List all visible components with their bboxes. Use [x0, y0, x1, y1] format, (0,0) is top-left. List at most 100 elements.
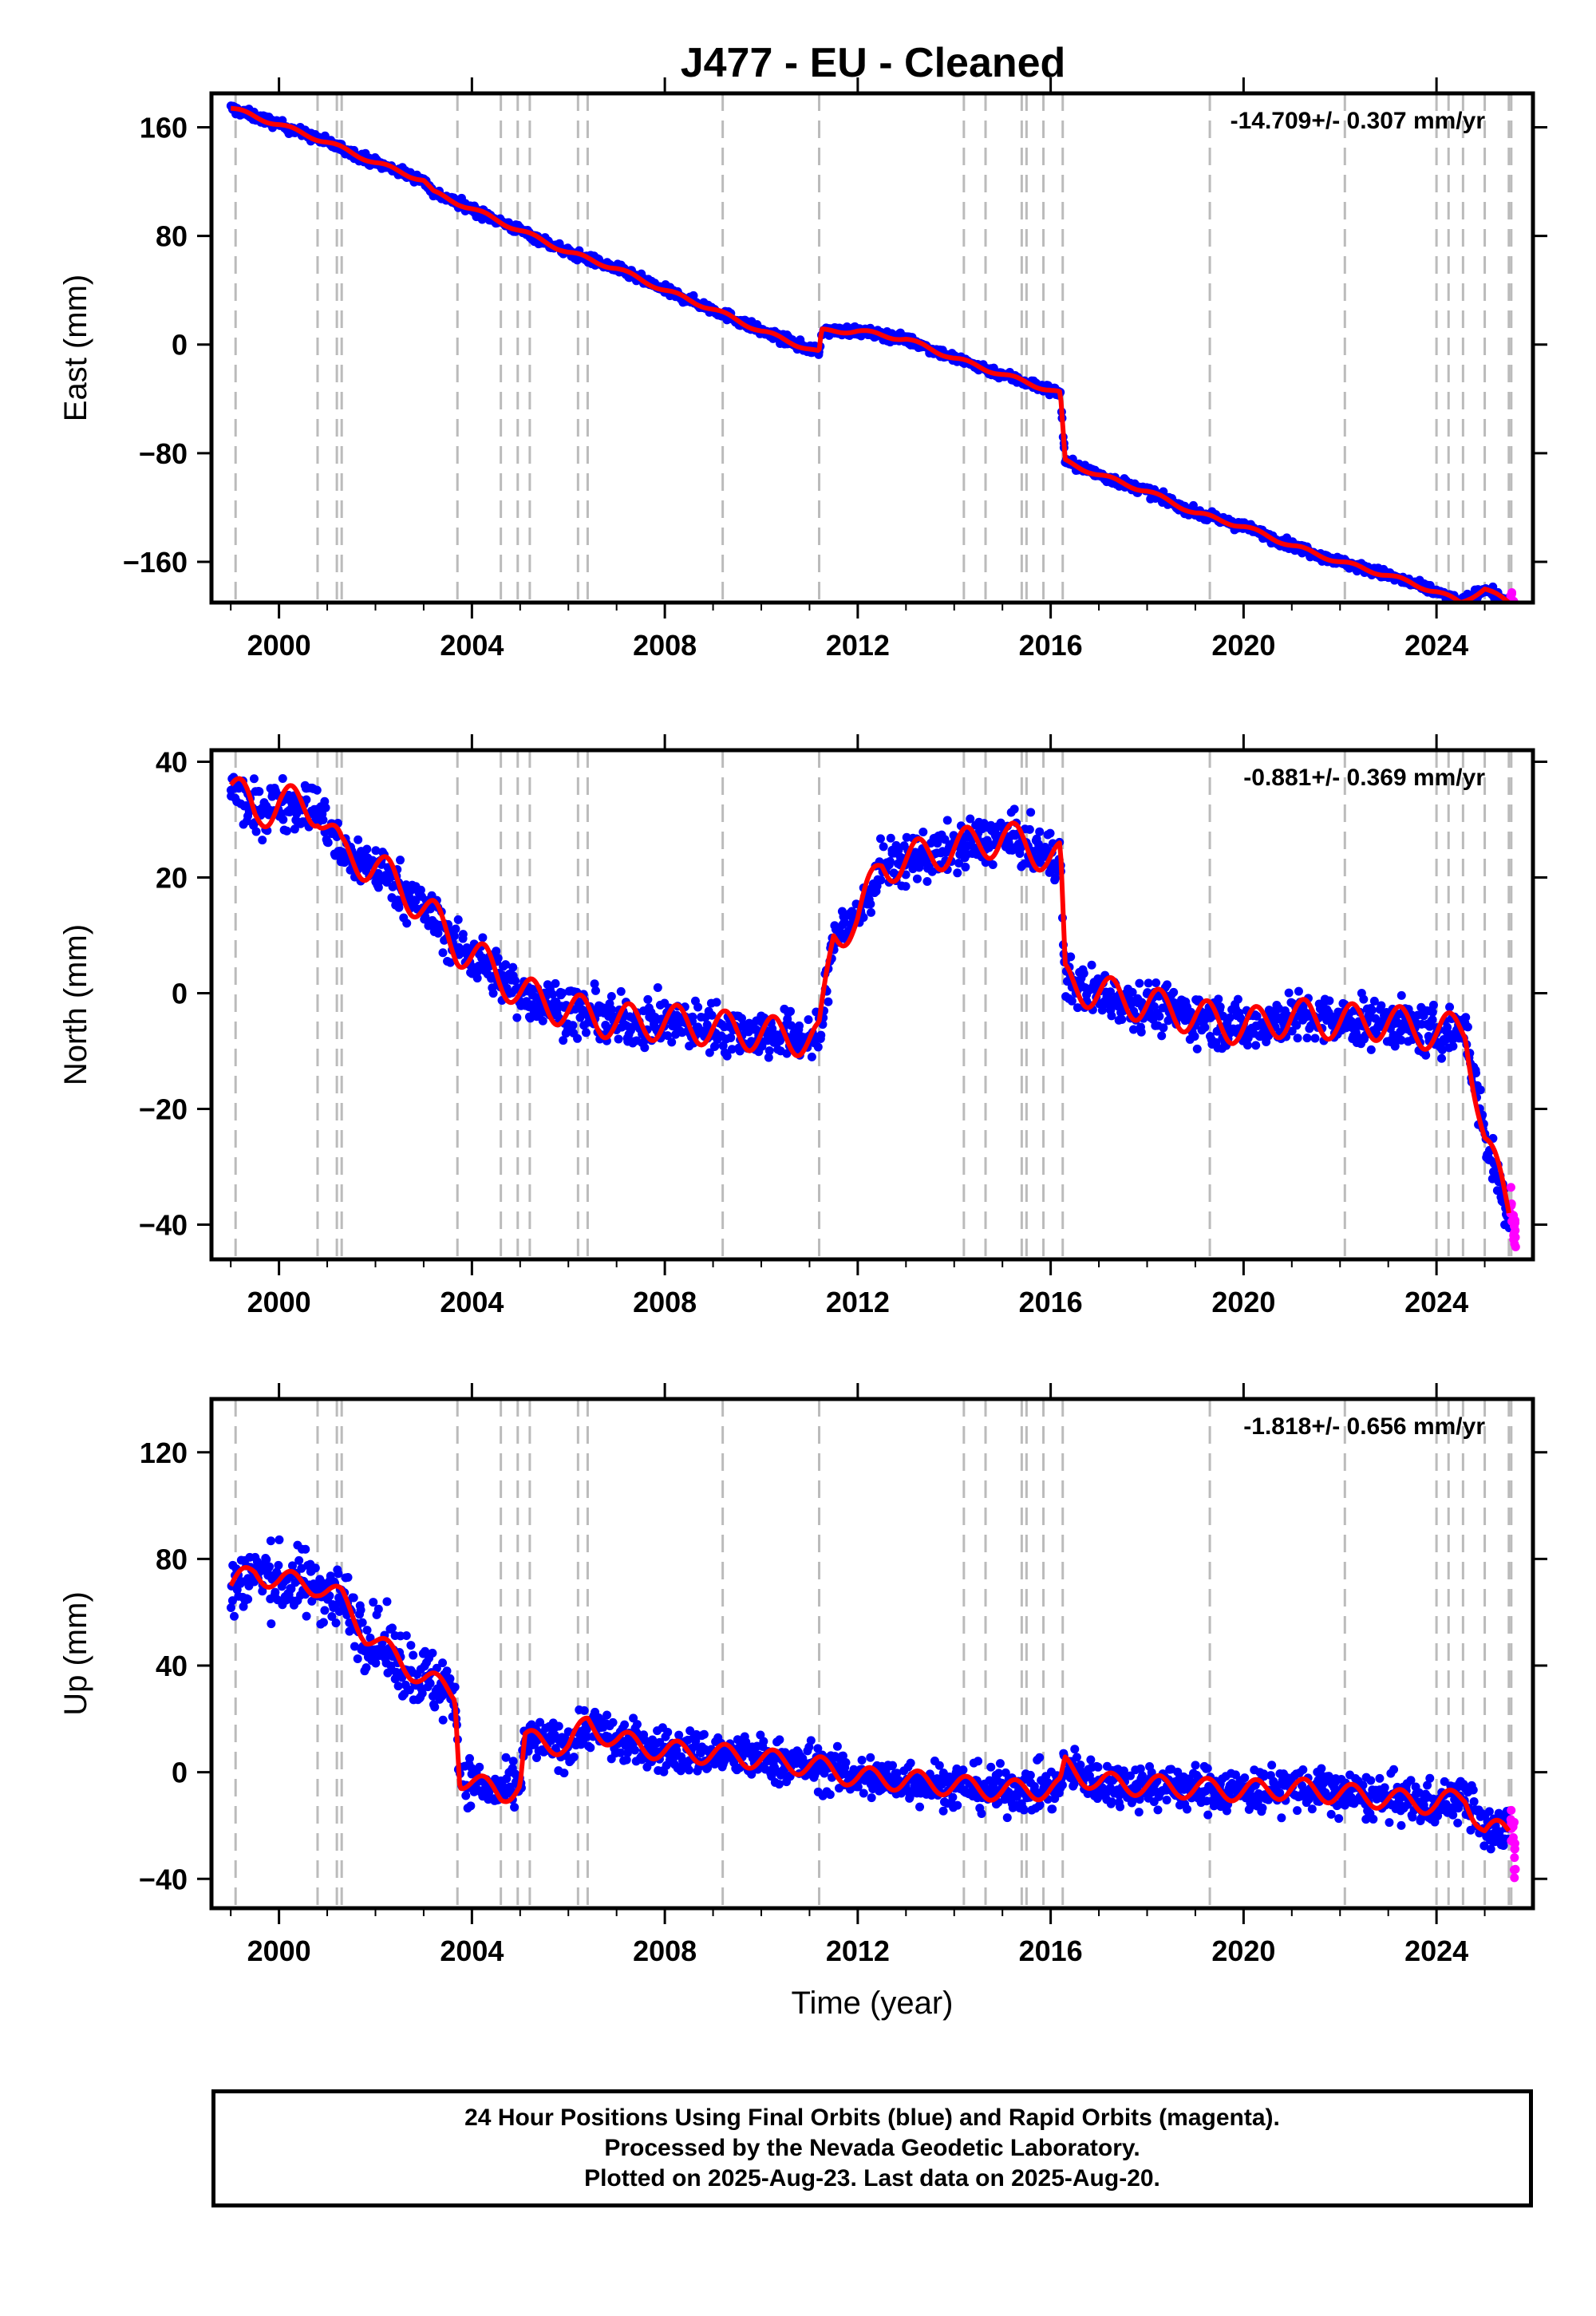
panel-north-data-point: [988, 860, 998, 870]
panel-north-data-point: [606, 992, 616, 1002]
panel-north-data-point: [1215, 1002, 1225, 1012]
panel-north-ylabel: North (mm): [58, 924, 93, 1085]
panel-north-xtick-label: 2000: [247, 1286, 311, 1318]
panel-up-data-point: [1389, 1765, 1399, 1774]
panel-up-data-point: [265, 1562, 275, 1571]
panel-east-frame: [209, 91, 1535, 605]
panel-up-data-point: [684, 1765, 693, 1775]
panel-north-data-point: [1097, 1006, 1107, 1015]
panel-north-data-point: [1169, 987, 1179, 997]
panel-north-data-point: [688, 1012, 697, 1022]
panel-up-data-point: [343, 1573, 353, 1583]
panel-up-data-point: [1277, 1813, 1286, 1823]
panel-up-data-point: [1057, 1780, 1067, 1790]
panel-north-rapid-point: [1511, 1215, 1520, 1225]
panel-north-data-point: [607, 1005, 617, 1014]
panel-up-data-point: [938, 1806, 948, 1816]
panel-north-data-point: [718, 1041, 728, 1050]
panel-up-data-point: [986, 1762, 996, 1772]
panel-north-ytick-label: 20: [156, 862, 188, 895]
panel-up-data-point: [622, 1748, 632, 1757]
panel-up-data-point: [741, 1737, 751, 1747]
panel-up-data-point: [994, 1769, 1004, 1778]
panel-north-data-point: [279, 815, 288, 824]
panel-up-data-point: [262, 1555, 271, 1564]
panel-north-data-point: [373, 883, 383, 892]
panel-up-data-point: [569, 1753, 579, 1762]
panel-up-data-point: [806, 1736, 816, 1745]
panel-up-data-point: [275, 1535, 284, 1544]
panel-north-xtick-label: 2024: [1404, 1286, 1468, 1318]
panel-up-data-point: [501, 1753, 511, 1762]
panel-up-data-point: [330, 1600, 340, 1610]
panel-north-data-point: [1157, 1031, 1167, 1041]
panel-up-data-point: [1307, 1804, 1317, 1814]
panel-north-data-point: [1200, 1022, 1210, 1032]
panel-north-data-point: [1437, 1045, 1447, 1054]
panel-north-ytick-label: 40: [156, 746, 188, 779]
panel-north-data-point: [258, 836, 267, 845]
panel-east-xtick-label: 2012: [826, 629, 890, 662]
panel-up-data-point: [775, 1735, 784, 1745]
panel-up-data-point: [1375, 1773, 1385, 1783]
panel-north-rapid-point: [1506, 1183, 1515, 1192]
panel-up-data-point: [1334, 1814, 1344, 1824]
panel-up-data-point: [531, 1753, 541, 1762]
panel-east-rapid-point: [1511, 603, 1519, 612]
panel-up-data-point: [358, 1618, 367, 1627]
panel-up-data-point: [859, 1788, 868, 1798]
panel-up-data-point: [841, 1758, 851, 1768]
panel-north-data-point: [953, 868, 962, 878]
panel-north-data-point: [1035, 827, 1045, 836]
panel-up-data-point: [1293, 1806, 1302, 1816]
panel-up-data-point: [387, 1623, 397, 1633]
panel-east-xtick-label: 2004: [440, 629, 504, 662]
panel-north-data-point: [1293, 1034, 1302, 1043]
panel-north-data-point: [1107, 1011, 1116, 1021]
panel-up-data-point: [1298, 1765, 1308, 1775]
panel-north-data-point: [786, 1006, 796, 1016]
panel-north-data-point: [1292, 1021, 1302, 1030]
panel-up-data-point: [1153, 1805, 1163, 1815]
panel-up-data-point: [401, 1630, 411, 1640]
panel-up-data-point: [1173, 1767, 1183, 1777]
panel-up-data-point: [1425, 1773, 1435, 1783]
panel-north-data-point: [879, 842, 888, 852]
panel-north-data-point: [559, 1036, 568, 1045]
panel-up-data-point: [382, 1597, 392, 1607]
panel-north-data-point: [1367, 1006, 1377, 1015]
panel-north-data-point: [1073, 1003, 1082, 1013]
panel-north-data-point: [590, 979, 599, 989]
panel-north-data-point: [451, 924, 460, 934]
panel-north-data-point: [411, 896, 421, 906]
panel-up-data-point: [1408, 1812, 1417, 1822]
panel-east-xtick-label: 2024: [1404, 629, 1468, 662]
panel-up-data-point: [608, 1717, 618, 1727]
panel-north-data-point: [782, 1049, 792, 1058]
panel-up-data-point: [301, 1544, 310, 1554]
panel-north-data-point: [614, 1034, 623, 1044]
panel-up-data-point: [838, 1751, 847, 1761]
panel-north-data-point: [394, 903, 404, 912]
panel-up-data-point: [586, 1743, 595, 1753]
panel-north-data-point: [816, 1030, 826, 1040]
panel-north-data-point: [551, 978, 560, 988]
panel-up-data-point: [243, 1595, 253, 1604]
panel-north-data-point: [804, 1015, 813, 1025]
panel-up-data-point: [637, 1755, 646, 1765]
panel-north-data-point: [867, 907, 876, 917]
panel-north-data-point: [1192, 1044, 1202, 1053]
panel-north-data-point: [1004, 838, 1013, 848]
panel-up-data-point: [409, 1650, 418, 1660]
panel-north-data-point: [445, 958, 455, 967]
panel-north-data-point: [643, 994, 653, 1004]
panel-up-data-point: [417, 1689, 427, 1698]
panel-north-data-point: [764, 1046, 774, 1056]
panel-up-data-point: [421, 1646, 430, 1656]
panel-up-data-point: [397, 1673, 407, 1682]
panel-east-ytick-label: 160: [140, 112, 188, 144]
panel-north-data-point: [290, 824, 299, 834]
panel-up-data-point: [267, 1619, 276, 1629]
panel-north-data-point: [1377, 1001, 1386, 1010]
